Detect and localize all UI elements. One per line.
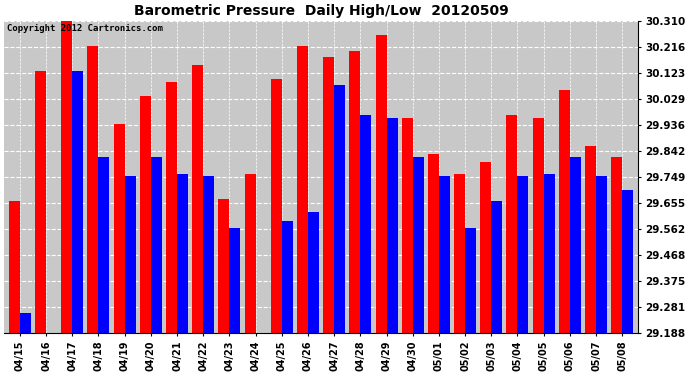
Bar <box>454 174 465 333</box>
Bar <box>349 51 360 333</box>
Bar <box>439 176 450 333</box>
Bar <box>402 118 413 333</box>
Bar <box>559 90 570 333</box>
Bar <box>518 176 529 333</box>
Bar <box>360 115 371 333</box>
Bar <box>491 201 502 333</box>
Bar <box>270 79 282 333</box>
Bar <box>386 118 397 333</box>
Bar <box>140 96 151 333</box>
Text: Copyright 2012 Cartronics.com: Copyright 2012 Cartronics.com <box>8 24 164 33</box>
Bar <box>20 312 31 333</box>
Bar <box>282 221 293 333</box>
Bar <box>35 71 46 333</box>
Bar <box>244 174 255 333</box>
Bar <box>99 157 110 333</box>
Bar <box>622 190 633 333</box>
Bar <box>570 157 581 333</box>
Bar <box>297 46 308 333</box>
Bar <box>413 157 424 333</box>
Bar <box>428 154 439 333</box>
Bar <box>177 174 188 333</box>
Bar <box>114 123 125 333</box>
Bar <box>166 82 177 333</box>
Bar <box>585 146 596 333</box>
Bar <box>125 176 136 333</box>
Bar <box>219 199 229 333</box>
Bar <box>9 201 20 333</box>
Bar <box>88 46 99 333</box>
Bar <box>72 71 83 333</box>
Bar <box>544 174 555 333</box>
Bar <box>596 176 607 333</box>
Title: Barometric Pressure  Daily High/Low  20120509: Barometric Pressure Daily High/Low 20120… <box>134 4 509 18</box>
Bar <box>611 157 622 333</box>
Bar <box>533 118 544 333</box>
Bar <box>229 228 240 333</box>
Bar <box>193 65 203 333</box>
Bar <box>465 228 476 333</box>
Bar <box>61 21 72 333</box>
Bar <box>375 34 386 333</box>
Bar <box>203 176 214 333</box>
Bar <box>334 85 345 333</box>
Bar <box>480 162 491 333</box>
Bar <box>323 57 334 333</box>
Bar <box>151 157 162 333</box>
Bar <box>308 213 319 333</box>
Bar <box>506 115 518 333</box>
